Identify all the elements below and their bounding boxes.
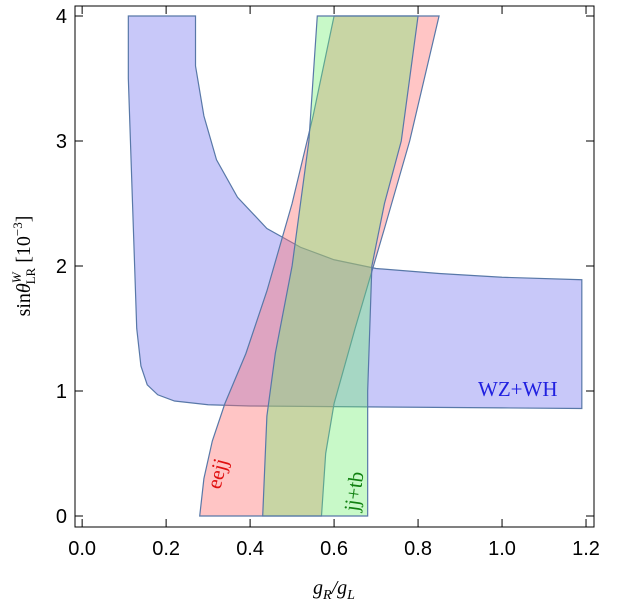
y-tick-label: 0 <box>56 506 67 528</box>
label-part: θ <box>13 283 35 293</box>
y-tick-label: 4 <box>56 6 67 28</box>
label-part: [10 <box>13 236 35 268</box>
x-tick-label: 0.2 <box>152 538 180 560</box>
x-tick-label: 0.8 <box>404 538 432 560</box>
y-tick-label: 3 <box>56 131 67 153</box>
plot-area <box>127 15 583 517</box>
x-tick-label: 0.4 <box>236 538 264 560</box>
label-part: R <box>322 588 332 602</box>
y-tick-label: 1 <box>56 381 67 403</box>
annotation: jj+tb <box>339 470 368 514</box>
label-part: /g <box>331 577 348 599</box>
x-tick-label: 1.0 <box>488 538 516 560</box>
y-axis-label: sinθWLR [10−3] <box>9 216 38 317</box>
label-part: g <box>313 577 323 599</box>
x-tick-label: 0.0 <box>68 538 96 560</box>
label-part: L <box>346 588 355 602</box>
region <box>127 15 583 410</box>
region <box>262 15 419 517</box>
label-part: −3 <box>10 222 25 236</box>
label-part: sin <box>13 293 35 316</box>
y-tick-label: 2 <box>56 256 67 278</box>
x-axis-label: gR/gL <box>313 577 355 602</box>
x-tick-label: 0.6 <box>320 538 348 560</box>
x-tick-label: 1.2 <box>572 538 600 560</box>
label-part: LR <box>23 267 38 284</box>
annotation: WZ+WH <box>478 377 557 401</box>
label-part: ] <box>13 216 35 223</box>
label-part: W <box>9 271 24 283</box>
